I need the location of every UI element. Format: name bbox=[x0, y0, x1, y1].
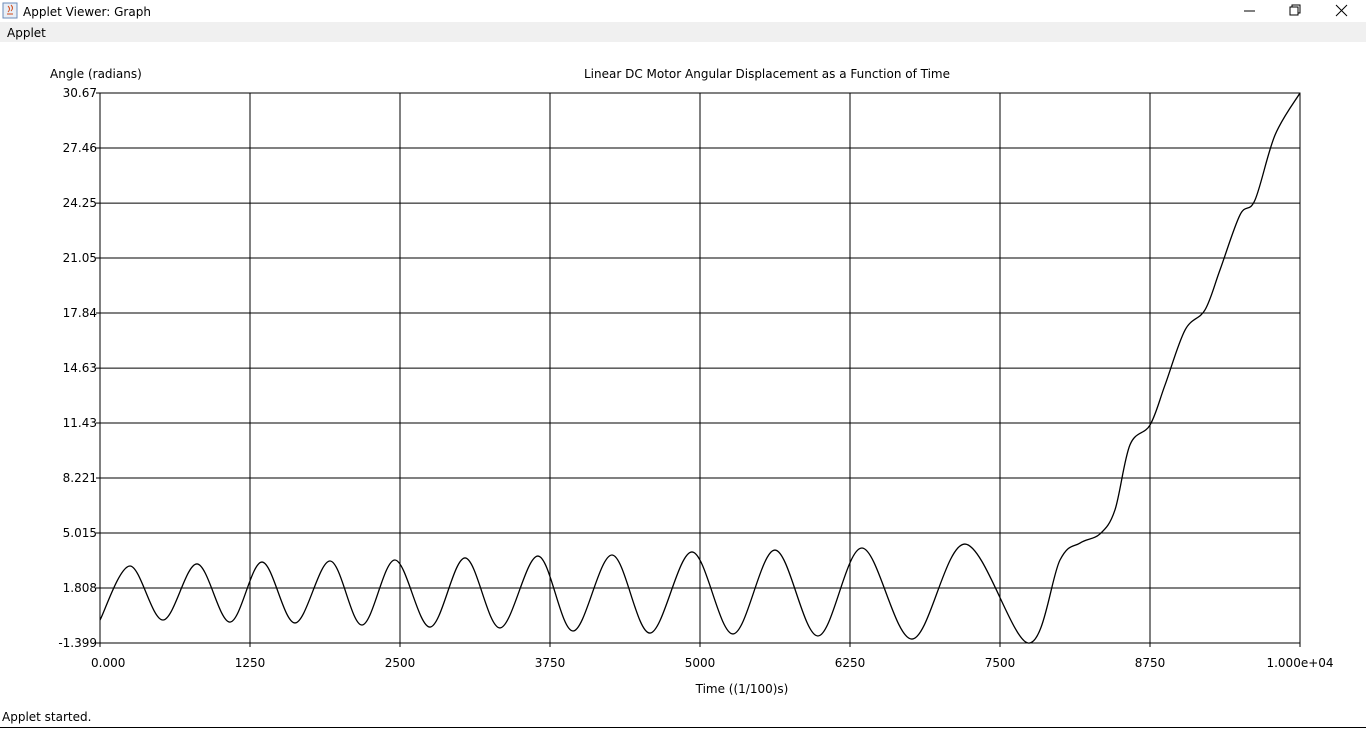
window-title: Applet Viewer: Graph bbox=[23, 5, 151, 19]
menu-bar bbox=[0, 22, 1366, 42]
java-icon bbox=[2, 2, 18, 19]
y-tick-label: 17.84 bbox=[63, 306, 97, 320]
title-bar bbox=[0, 0, 1366, 22]
close-button[interactable] bbox=[1335, 4, 1348, 17]
y-tick-label: 8.221 bbox=[63, 471, 97, 485]
status-text: Applet started. bbox=[2, 710, 91, 724]
status-bar bbox=[0, 705, 1366, 729]
y-tick-label: 30.67 bbox=[63, 86, 97, 100]
x-tick-label: 2500 bbox=[385, 656, 416, 670]
x-tick-label: 1250 bbox=[235, 656, 266, 670]
x-tick-label: 0.000 bbox=[91, 656, 125, 670]
y-tick-label: 24.25 bbox=[63, 196, 97, 210]
data-line bbox=[99, 92, 1301, 644]
menu-item[interactable]: Applet bbox=[7, 26, 46, 40]
x-tick-label: 1.000e+04 bbox=[1266, 656, 1333, 670]
plot-frame bbox=[99, 92, 1301, 644]
y-tick-label: 11.43 bbox=[63, 416, 97, 430]
x-axis-label: Time ((1/100)s) bbox=[695, 682, 789, 696]
x-tick-label: 5000 bbox=[685, 656, 716, 670]
y-tick-label: 14.63 bbox=[63, 361, 97, 375]
y-tick-label: -1.399 bbox=[58, 636, 97, 650]
x-tick-label: 6250 bbox=[835, 656, 866, 670]
restore-button[interactable] bbox=[1289, 4, 1301, 16]
x-tick-label: 3750 bbox=[535, 656, 566, 670]
y-tick-label: 27.46 bbox=[63, 141, 97, 155]
chart: Angle (radians) Linear DC Motor Angular … bbox=[50, 67, 1334, 696]
y-tick-label: 5.015 bbox=[63, 526, 97, 540]
java-icon-cup bbox=[7, 4, 13, 15]
y-tick-label: 1.808 bbox=[63, 581, 97, 595]
chart-title: Linear DC Motor Angular Displacement as … bbox=[584, 67, 950, 81]
x-tick-label: 8750 bbox=[1135, 656, 1166, 670]
y-axis-label: Angle (radians) bbox=[50, 67, 142, 81]
y-tick-label: 21.05 bbox=[63, 251, 97, 265]
x-tick-label: 7500 bbox=[985, 656, 1016, 670]
